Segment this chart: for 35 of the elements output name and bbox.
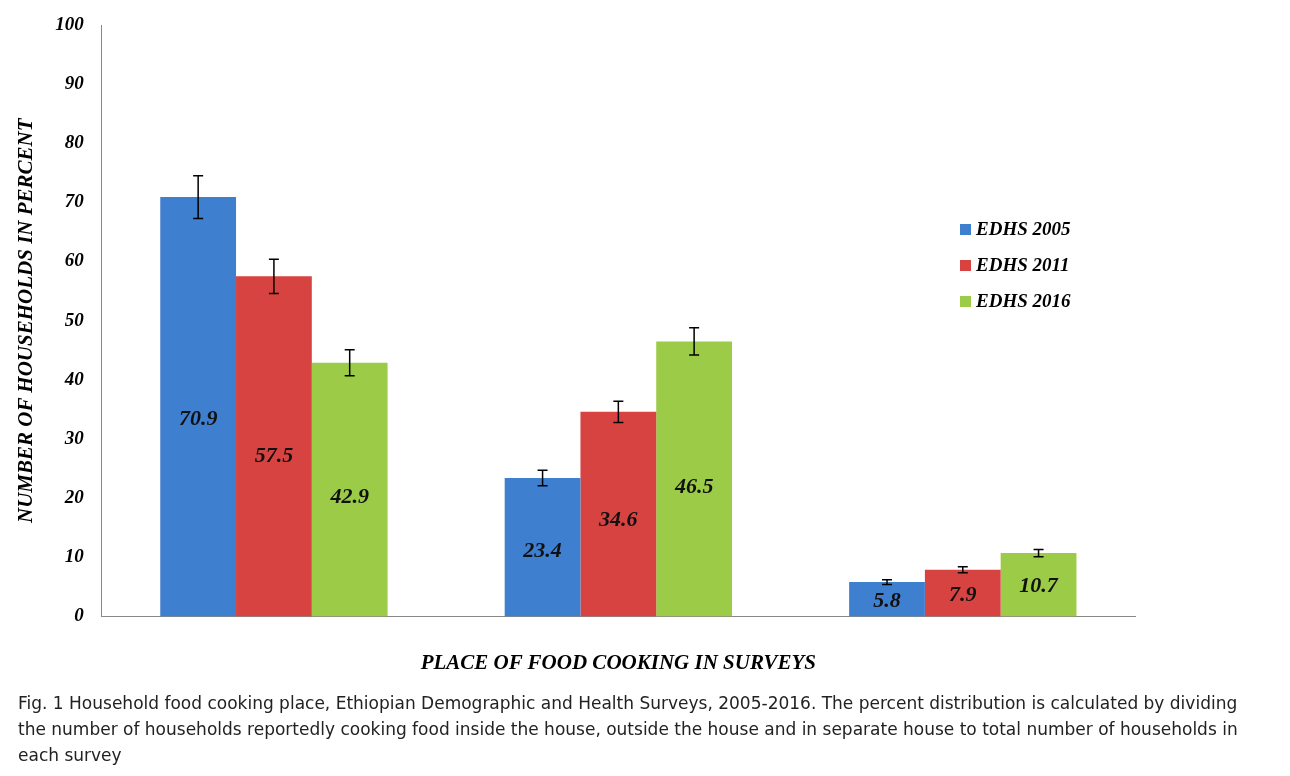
data-label: 34.6 bbox=[598, 505, 638, 531]
y-tick-label: 40 bbox=[63, 367, 85, 389]
y-axis-title: NUMBER OF HOUSEHOLDS IN PERCENT bbox=[13, 117, 38, 524]
data-label: 5.8 bbox=[873, 586, 901, 612]
legend-label: EDHS 2016 bbox=[976, 290, 1071, 312]
y-tick-label: 70 bbox=[64, 190, 85, 212]
bar bbox=[1000, 553, 1077, 617]
data-label: 57.5 bbox=[254, 442, 294, 468]
y-tick-label: 80 bbox=[64, 131, 85, 153]
bar bbox=[849, 582, 925, 617]
bar bbox=[580, 411, 657, 617]
y-tick-label: 10 bbox=[64, 545, 85, 567]
data-label: 70.9 bbox=[178, 405, 218, 431]
data-label: 46.5 bbox=[673, 472, 714, 498]
x-axis-title: PLACE OF FOOD COOKING IN SURVEYS bbox=[419, 649, 817, 674]
data-label: 10.7 bbox=[1019, 572, 1059, 598]
caption: Fig. 1 Household food cooking place, Ethiopian Demographic and Health Surveys, 2005-2016. The percent distribution is calculated by dividing the number of households reportedly cooking food inside the house, outside the house and in separate house to total number of households in each survey bbox=[18, 692, 1239, 767]
bar bbox=[656, 341, 733, 617]
y-tick-label: 100 bbox=[55, 12, 85, 34]
y-tick-label: 30 bbox=[63, 426, 85, 448]
data-label: 42.9 bbox=[329, 482, 369, 508]
legend-label: EDHS 2011 bbox=[976, 254, 1070, 276]
y-tick-label: 60 bbox=[64, 249, 85, 271]
legend-label: EDHS 2005 bbox=[976, 218, 1071, 240]
bar bbox=[311, 362, 388, 617]
y-tick-label: 90 bbox=[64, 72, 85, 94]
data-label: 23.4 bbox=[522, 537, 562, 563]
bar bbox=[924, 569, 1001, 617]
data-label: 7.9 bbox=[949, 580, 977, 606]
y-tick-label: 50 bbox=[64, 308, 85, 330]
bar bbox=[236, 276, 312, 617]
y-tick-label: 0 bbox=[74, 604, 85, 626]
y-tick-label: 20 bbox=[63, 486, 85, 508]
bar bbox=[160, 197, 237, 617]
bar bbox=[504, 478, 581, 617]
